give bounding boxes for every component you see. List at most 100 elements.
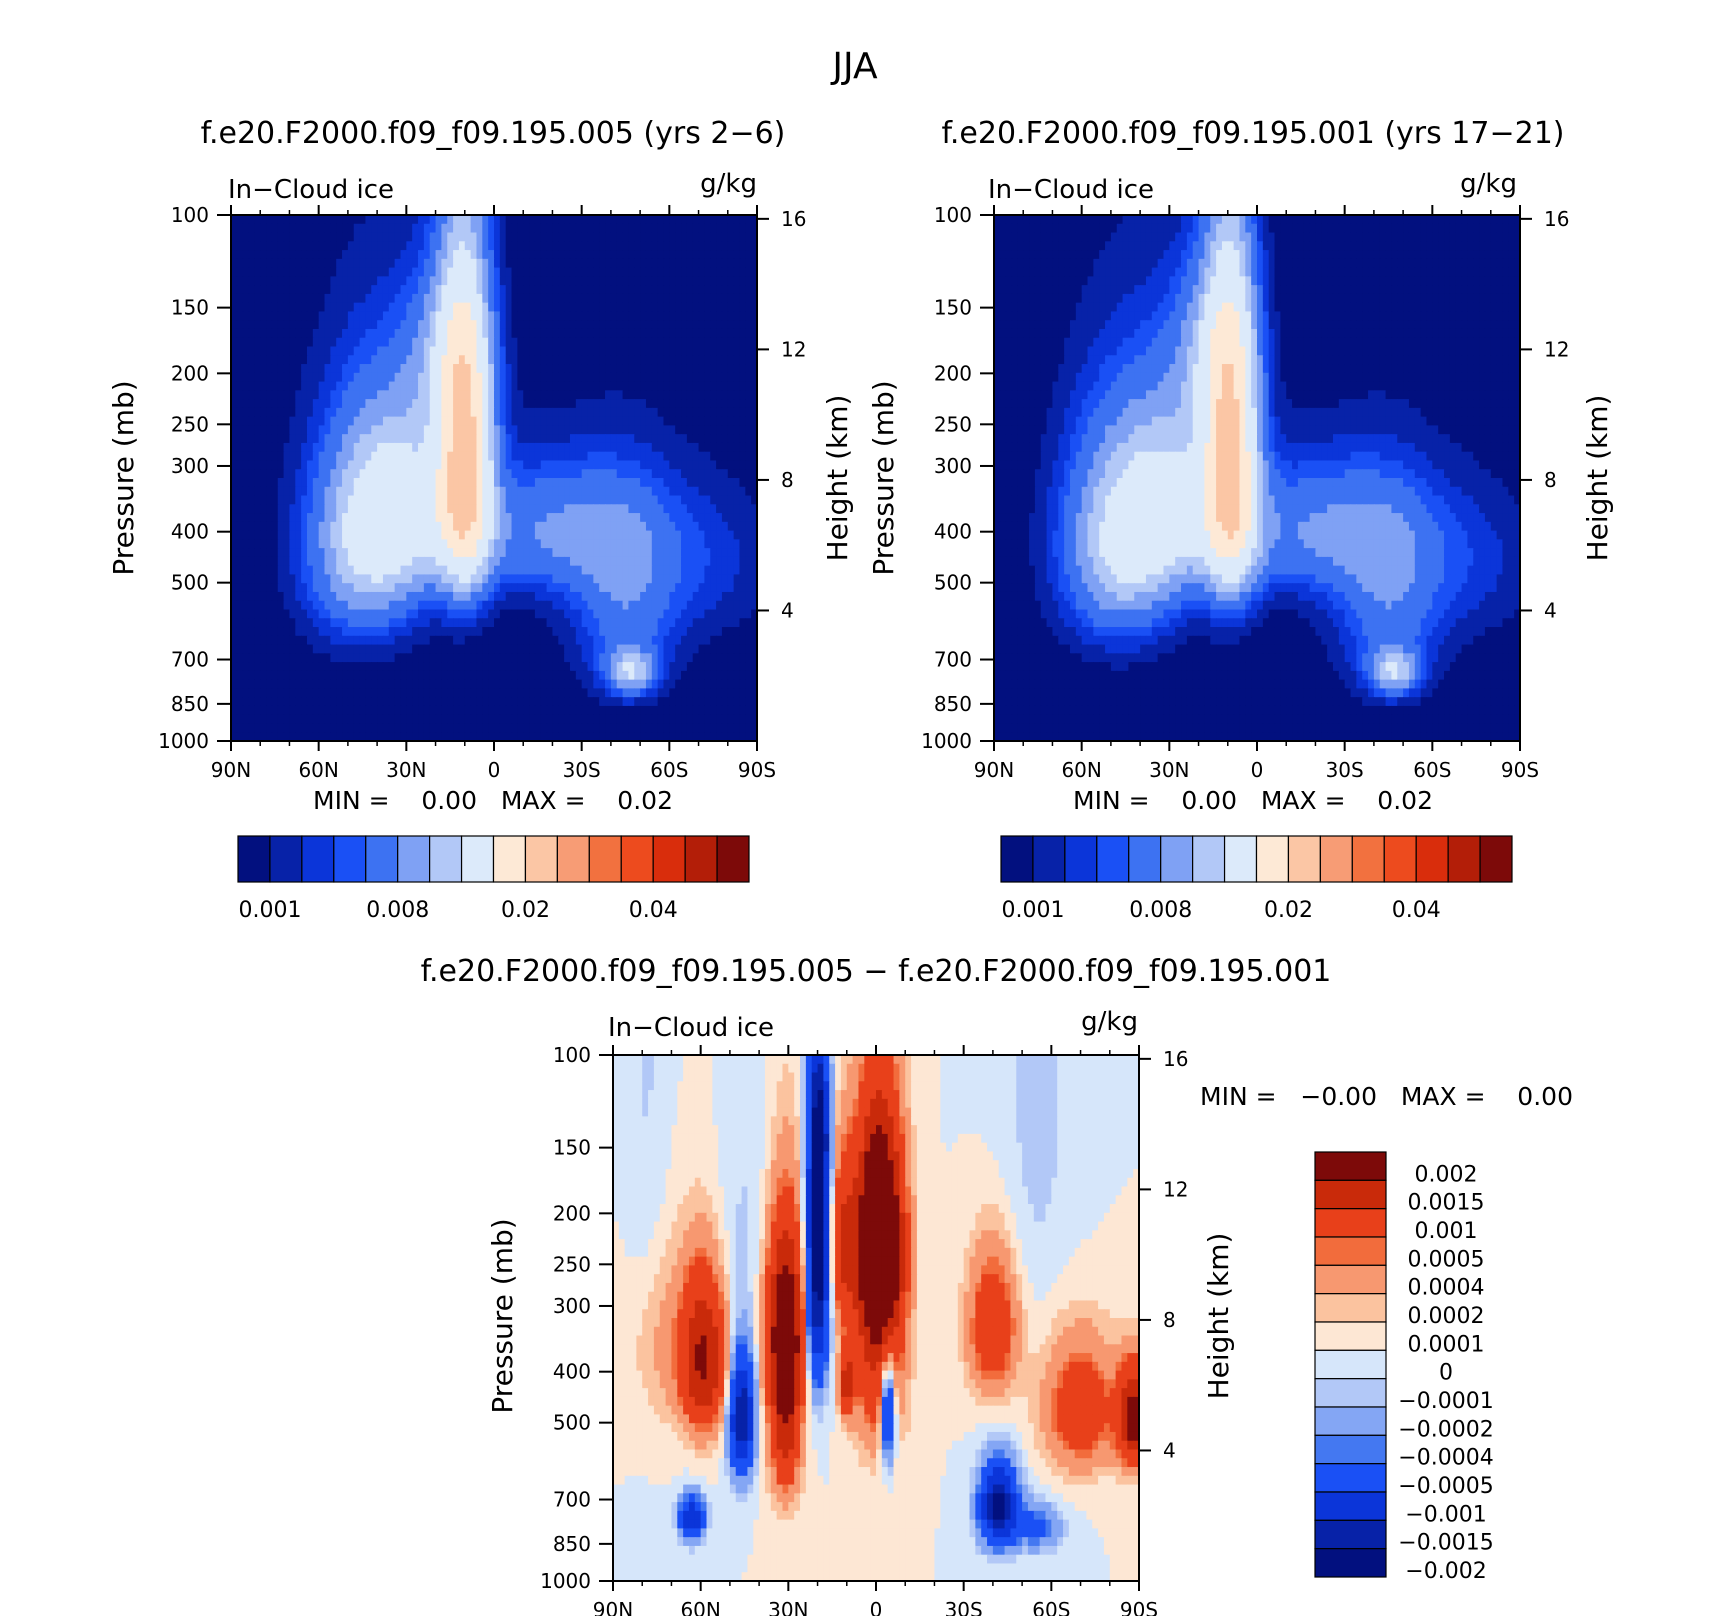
panel-a-cell	[429, 311, 437, 321]
panel-a-cell	[260, 451, 267, 462]
panel-a-cell	[359, 293, 367, 304]
panel-a-cell	[727, 258, 735, 269]
panel-a-cell	[710, 390, 717, 400]
panel-a-cell	[312, 372, 320, 383]
panel-a-cell	[248, 215, 255, 225]
panel-a-cell	[412, 355, 419, 365]
panel-a-cell	[552, 600, 559, 611]
panel-a-cell	[575, 293, 583, 304]
panel-a-cell	[587, 539, 594, 549]
panel-a-cell	[260, 530, 267, 540]
panel-a-cell	[745, 670, 752, 681]
panel-a-cell	[593, 469, 600, 479]
panel-a-cell	[412, 627, 419, 637]
panel-a-cell	[306, 609, 314, 619]
panel-a-cell	[394, 662, 402, 672]
panel-a-cell	[283, 425, 291, 435]
panel-a-cell	[236, 495, 244, 505]
panel-a-cell	[336, 311, 343, 321]
panel-a-cell	[400, 539, 407, 549]
panel-a-cell	[640, 302, 647, 313]
panel-a-cell	[569, 364, 577, 374]
panel-a-cell	[236, 258, 244, 269]
panel-a-cell	[482, 302, 489, 313]
panel-a-cell	[745, 250, 752, 260]
panel-a-cell	[716, 688, 723, 698]
panel-a-cell	[575, 556, 583, 567]
panel-a-cell	[511, 530, 518, 540]
panel-a-cell	[412, 223, 419, 234]
panel-a-cell	[289, 425, 296, 435]
panel-a-cell	[488, 215, 495, 225]
panel-a-cell	[733, 635, 741, 646]
panel-a-cell	[388, 653, 396, 663]
panel-a-cell	[529, 425, 536, 435]
panel-a-cell	[517, 328, 524, 339]
panel-a-cell	[231, 241, 238, 251]
panel-a-cell	[540, 556, 548, 567]
panel-a-cell	[745, 451, 752, 462]
panel-a-cell	[751, 504, 758, 514]
panel-a-cell	[400, 478, 407, 488]
panel-a-cell	[575, 574, 583, 584]
panel-a-cell	[681, 574, 688, 584]
panel-a-cell	[400, 662, 407, 672]
panel-a-cell	[716, 574, 723, 584]
panel-a-cell	[388, 346, 396, 356]
panel-a-cell	[593, 495, 600, 505]
panel-a-cell	[283, 469, 291, 479]
panel-a-cell	[318, 478, 326, 488]
panel-a-cell	[569, 539, 577, 549]
panel-a-cell	[698, 662, 705, 672]
panel-a-cell	[622, 521, 630, 532]
panel-a-cell	[686, 276, 694, 286]
panel-a-cell	[260, 407, 267, 418]
panel-a-cell	[266, 267, 273, 277]
panel-a-cell	[505, 328, 513, 339]
panel-a-cell	[295, 451, 302, 462]
panel-a-cell	[377, 662, 384, 672]
panel-a-cell	[523, 223, 530, 234]
panel-a-cell	[306, 513, 314, 523]
panel-a-cell	[306, 627, 314, 637]
panel-a-cell	[534, 232, 542, 242]
panel-a-cell	[312, 451, 320, 462]
panel-a-cell	[686, 372, 694, 383]
panel-a-cell	[476, 600, 483, 611]
panel-a-cell	[651, 688, 659, 698]
panel-a-cell	[236, 627, 244, 637]
panel-a-cell	[663, 425, 670, 435]
panel-a-cell	[645, 495, 653, 505]
panel-a-cell	[242, 618, 250, 628]
panel-a-cell	[476, 276, 483, 286]
panel-a-cell	[710, 486, 717, 497]
panel-a-cell	[330, 250, 337, 260]
panel-a-cell	[470, 451, 478, 462]
panel-a-cell	[312, 609, 320, 619]
panel-a-cell	[610, 486, 618, 497]
panel-a-cell	[476, 320, 483, 330]
panel-a-cell	[692, 416, 700, 426]
panel-a-cell	[365, 416, 372, 426]
panel-a-cell	[564, 337, 571, 348]
panel-a-cell	[692, 591, 700, 602]
panel-a-cell	[552, 627, 559, 637]
panel-a-cell	[494, 258, 501, 269]
panel-a-cell	[523, 469, 530, 479]
panel-a-cell	[418, 276, 425, 286]
panel-a-cell	[681, 425, 688, 435]
panel-a-cell	[301, 513, 308, 523]
panel-a-cell	[517, 276, 524, 286]
panel-a-cell	[476, 399, 483, 409]
panel-a-cell	[710, 495, 717, 505]
panel-a-cell	[505, 670, 513, 681]
panel-a-cell	[622, 442, 630, 453]
panel-a-cell	[645, 311, 653, 321]
panel-a-cell	[429, 381, 437, 391]
panel-a-cell	[330, 337, 337, 348]
panel-a-cell	[698, 600, 705, 611]
panel-a-cell	[330, 346, 337, 356]
panel-a-cell	[406, 320, 413, 330]
panel-a-cell	[575, 337, 583, 348]
panel-a-cell	[266, 416, 273, 426]
